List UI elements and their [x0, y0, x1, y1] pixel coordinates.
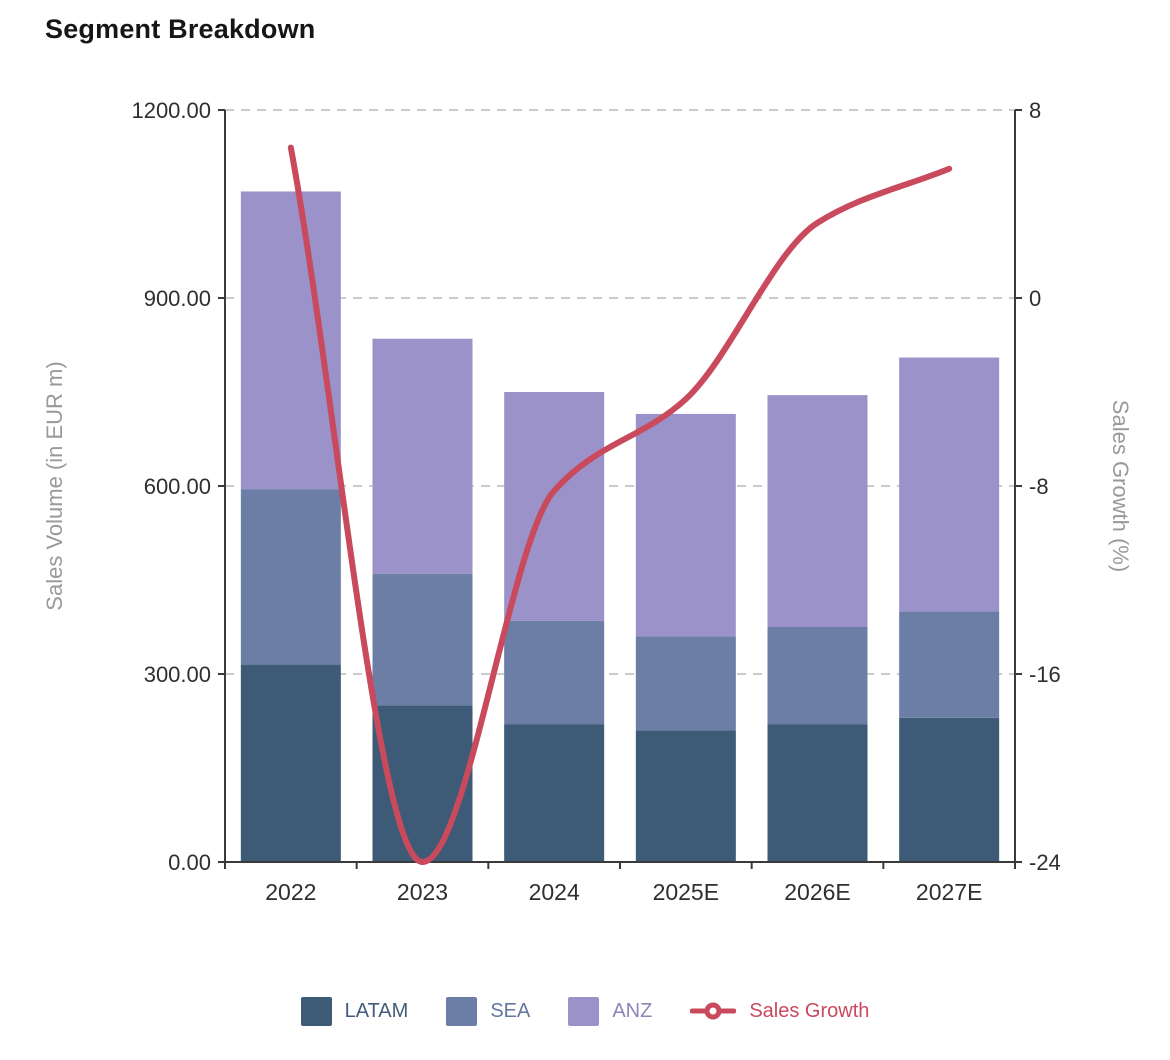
- bar-segment-latam-2025e[interactable]: [635, 730, 736, 862]
- bar-segment-anz-2022[interactable]: [240, 191, 341, 490]
- bar-segment-anz-2024[interactable]: [504, 392, 605, 621]
- left-axis-tick-label: 1200.00: [131, 98, 211, 123]
- left-axis-tick-label: 0.00: [168, 850, 211, 875]
- chart-title: Segment Breakdown: [45, 14, 316, 44]
- x-axis-tick-label: 2026E: [784, 879, 851, 905]
- legend-item-sea[interactable]: SEA: [446, 996, 531, 1026]
- legend-swatch-anz: [568, 996, 600, 1026]
- bar-segment-sea-2023[interactable]: [372, 573, 473, 706]
- x-axis-tick-label: 2025E: [653, 879, 720, 905]
- x-axis-tick-label: 2023: [397, 879, 448, 905]
- bar-segment-sea-2022[interactable]: [240, 489, 341, 665]
- right-axis-tick-label: -24: [1029, 850, 1061, 875]
- x-axis-tick-label: 2022: [265, 879, 316, 905]
- legend-item-latam[interactable]: LATAM: [300, 996, 409, 1026]
- legend-item-sales-growth[interactable]: Sales Growth: [690, 1000, 869, 1023]
- left-axis-tick-label: 900.00: [144, 286, 211, 311]
- right-axis-title: Sales Growth (%): [1108, 400, 1133, 572]
- left-axis-tick-label: 300.00: [144, 662, 211, 687]
- bar-segment-latam-2027e[interactable]: [899, 717, 1000, 862]
- left-axis-title: Sales Volume (in EUR m): [42, 361, 67, 610]
- bar-segment-latam-2022[interactable]: [240, 664, 341, 862]
- legend: LATAM SEA ANZ Sales Growth: [0, 986, 1170, 1036]
- right-axis-tick-label: 8: [1029, 98, 1041, 123]
- legend-swatch-sea: [446, 996, 478, 1026]
- legend-label: Sales Growth: [749, 999, 870, 1022]
- legend-label: ANZ: [612, 999, 653, 1022]
- line-circle-marker-icon: [690, 1002, 737, 1020]
- bar-segment-sea-2026e[interactable]: [767, 627, 868, 725]
- bar-segment-sea-2027e[interactable]: [899, 611, 1000, 718]
- left-axis-tick-label: 600.00: [144, 474, 211, 499]
- bar-segment-sea-2024[interactable]: [504, 620, 605, 725]
- legend-label: SEA: [490, 999, 531, 1022]
- right-axis-tick-label: -8: [1029, 474, 1049, 499]
- bar-segment-latam-2024[interactable]: [504, 724, 605, 862]
- x-axis-tick-label: 2027E: [916, 879, 983, 905]
- bar-segment-latam-2026e[interactable]: [767, 724, 868, 862]
- legend-item-anz[interactable]: ANZ: [568, 996, 653, 1026]
- bar-segment-anz-2027e[interactable]: [899, 357, 1000, 612]
- legend-label: LATAM: [344, 999, 409, 1022]
- right-axis-tick-label: 0: [1029, 286, 1041, 311]
- x-axis-tick-label: 2024: [529, 879, 580, 905]
- sales-growth-line: [287, 144, 953, 866]
- bar-segment-anz-2023[interactable]: [372, 338, 473, 574]
- legend-swatch-latam: [300, 996, 332, 1026]
- bar-segment-anz-2026e[interactable]: [767, 395, 868, 627]
- bar-segment-sea-2025e[interactable]: [635, 636, 736, 731]
- right-axis-tick-label: -16: [1029, 662, 1061, 687]
- bar-segment-anz-2025e[interactable]: [635, 413, 736, 637]
